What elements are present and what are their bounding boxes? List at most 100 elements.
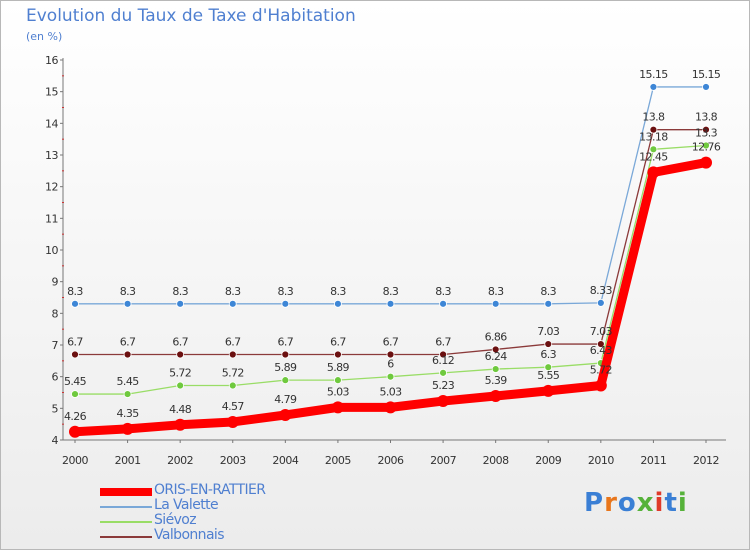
data-label: 6.24 (485, 350, 508, 363)
data-label: 6.7 (225, 336, 241, 349)
chart-title: Evolution du Taux de Taxe d'Habitation (26, 6, 356, 26)
x-tick-label: 2003 (220, 454, 246, 467)
data-point (121, 422, 134, 435)
data-label: 6.7 (277, 336, 293, 349)
data-point (334, 350, 342, 359)
data-point (334, 299, 342, 308)
data-point (702, 125, 710, 134)
legend-label-la-valette: La Valette (154, 497, 219, 513)
data-label: 5.23 (432, 379, 455, 392)
data-point (702, 83, 710, 91)
y-tick-label: 12 (45, 181, 58, 194)
data-label: 8.3 (488, 285, 504, 298)
data-point (69, 425, 81, 438)
data-label: 5.03 (327, 385, 350, 398)
data-point (228, 381, 237, 390)
logo-letter: r (604, 488, 618, 518)
data-point (331, 401, 344, 414)
legend-label-valbonnais: Valbonnais (154, 527, 225, 543)
logo-letter: i (654, 488, 665, 518)
legend-item-la-valette: La Valette (100, 497, 400, 514)
data-label: 8.3 (435, 285, 451, 298)
logo-letter: i (677, 488, 688, 518)
data-label: 5.39 (485, 374, 508, 387)
data-point (596, 298, 605, 307)
data-label: 6.3 (540, 348, 556, 361)
data-label: 13.8 (642, 111, 665, 124)
data-point (489, 389, 502, 402)
data-point (649, 145, 658, 154)
logo-letter: o (617, 488, 637, 518)
data-label: 6.12 (432, 354, 454, 367)
logo-letter: P (584, 488, 605, 518)
data-point (544, 363, 553, 372)
data-point (649, 125, 658, 134)
data-point (542, 384, 555, 397)
y-tick-label: 14 (45, 117, 58, 130)
data-label: 4.48 (169, 403, 192, 416)
legend-label-oris: ORIS-EN-RATTIER (154, 482, 266, 498)
x-tick-label: 2007 (430, 454, 456, 467)
data-label: 5.89 (274, 361, 297, 374)
y-tick-label: 15 (45, 86, 58, 99)
data-point (228, 299, 237, 308)
data-point (281, 299, 290, 308)
data-label: 5.72 (169, 367, 191, 380)
data-label: 8.3 (120, 285, 136, 298)
data-label: 15.15 (692, 68, 721, 81)
data-label: 6.86 (485, 330, 508, 343)
data-point (439, 299, 447, 308)
data-label: 12.76 (692, 141, 721, 154)
data-label: 6.7 (383, 336, 399, 349)
data-point (71, 299, 79, 308)
data-point (649, 83, 658, 91)
data-point (71, 350, 79, 359)
x-tick-label: 2004 (272, 454, 298, 467)
proxiti-logo: Proxiti (584, 488, 688, 518)
x-tick-label: 2010 (588, 454, 614, 467)
data-label: 4.79 (274, 393, 297, 406)
data-point (491, 299, 500, 308)
data-point (491, 365, 500, 373)
data-point (386, 299, 395, 308)
data-label: 13.3 (695, 127, 718, 140)
data-point (334, 376, 342, 385)
data-label: 7.03 (537, 325, 560, 338)
data-label: 5.89 (327, 361, 350, 374)
data-label: 6.7 (172, 336, 188, 349)
x-tick-label: 2005 (325, 454, 351, 467)
legend-item-oris: ORIS-EN-RATTIER (100, 482, 400, 499)
x-tick-label: 2006 (378, 454, 404, 467)
x-tick-label: 2008 (483, 454, 509, 467)
data-label: 6 (387, 358, 394, 371)
data-point (281, 376, 290, 385)
data-point (491, 345, 500, 354)
data-point (386, 372, 395, 381)
y-tick-label: 4 (52, 434, 59, 447)
data-label: 4.57 (222, 400, 245, 413)
y-tick-label: 11 (45, 212, 58, 225)
legend-swatch-la-valette (100, 506, 152, 508)
legend-swatch-sievoz (100, 521, 152, 523)
data-point (596, 340, 605, 348)
legend-item-valbonnais: Valbonnais (100, 527, 400, 544)
y-tick-label: 10 (45, 244, 58, 257)
data-point (226, 415, 239, 428)
logo-letter: x (636, 488, 655, 518)
data-label: 5.72 (590, 364, 612, 377)
data-label: 5.45 (117, 375, 140, 388)
data-label: 15.15 (639, 68, 668, 81)
data-label: 6.43 (590, 344, 613, 357)
data-point (386, 350, 395, 359)
x-tick-label: 2012 (693, 454, 719, 467)
data-point (439, 350, 447, 359)
data-point (544, 340, 553, 348)
data-label: 5.55 (537, 369, 560, 382)
legend: ORIS-EN-RATTIER La Valette Siévoz Valbon… (100, 482, 400, 544)
x-tick-label: 2011 (640, 454, 666, 467)
data-label: 8.3 (330, 285, 346, 298)
data-point (702, 141, 710, 150)
data-label: 5.45 (64, 375, 87, 388)
data-point (123, 299, 132, 308)
